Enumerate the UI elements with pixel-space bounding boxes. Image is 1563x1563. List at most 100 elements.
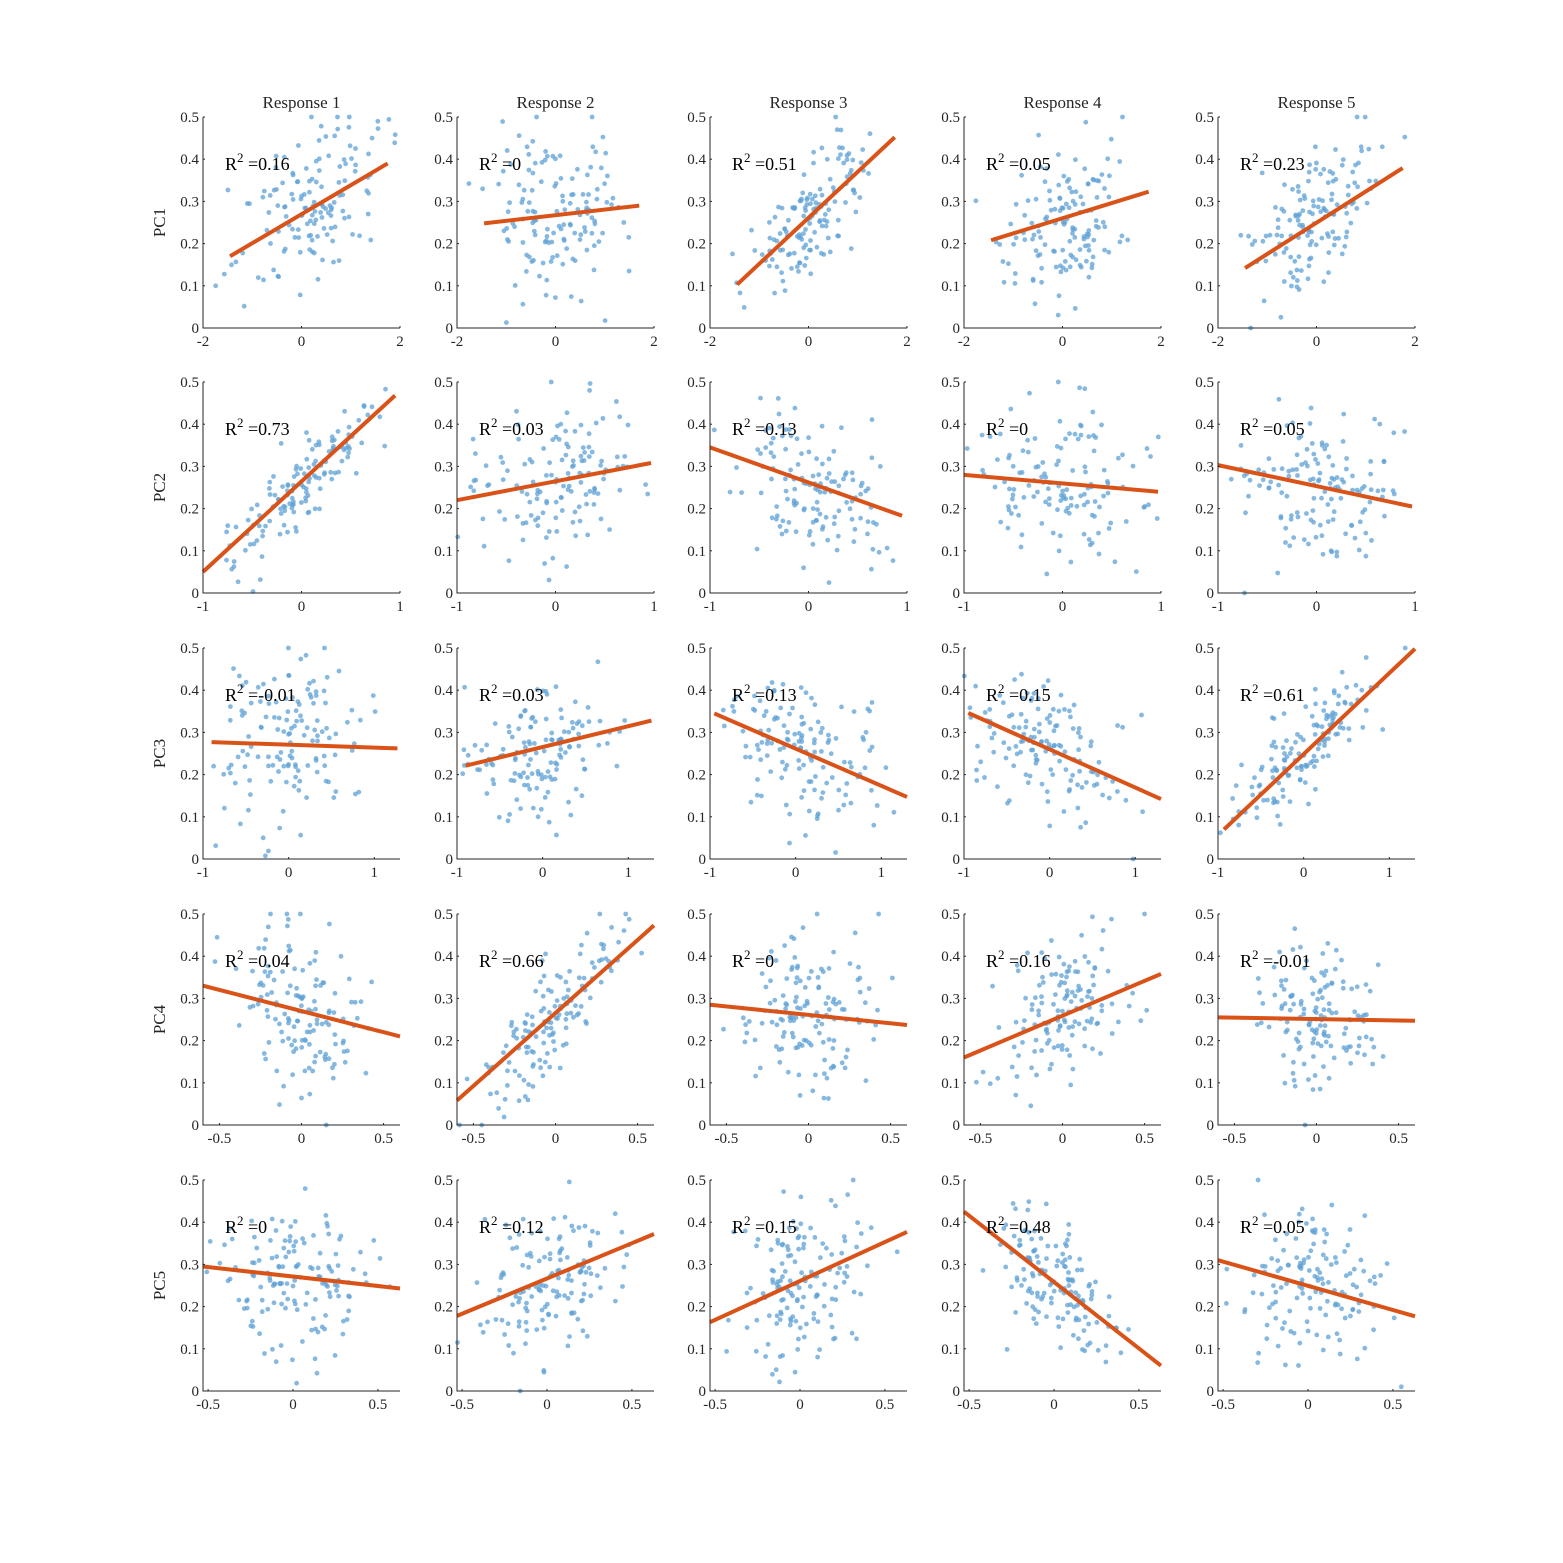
data-point	[763, 984, 769, 990]
data-point	[304, 456, 310, 462]
data-point	[290, 695, 295, 700]
x-tick-label: 0	[796, 1397, 804, 1413]
data-point	[291, 509, 297, 515]
data-point	[1120, 452, 1125, 458]
data-point	[1263, 258, 1269, 264]
data-point	[1025, 449, 1031, 455]
x-tick-label: -0.5	[1211, 1397, 1235, 1413]
data-point	[1279, 983, 1284, 989]
data-point	[780, 278, 786, 284]
y-tick-label: 0.4	[941, 1215, 960, 1231]
data-point	[1282, 1320, 1287, 1326]
data-point	[271, 977, 277, 983]
r-squared-annotation: R2 =0.51	[732, 150, 797, 174]
data-point	[280, 808, 286, 814]
data-point	[224, 557, 229, 563]
data-point	[339, 458, 345, 464]
data-point	[807, 191, 813, 197]
data-point	[567, 968, 572, 974]
x-tick-label: 0	[552, 599, 560, 615]
data-point	[1130, 990, 1135, 996]
data-point	[1074, 503, 1080, 509]
data-point	[1066, 205, 1072, 211]
x-tick-label: 0	[298, 599, 306, 615]
data-point	[1326, 1075, 1332, 1081]
y-tick-label: 0.5	[941, 375, 960, 391]
data-point	[766, 955, 772, 961]
data-point	[1312, 1073, 1318, 1078]
y-tick-label: 0.1	[180, 544, 199, 560]
data-point	[591, 502, 597, 507]
panel-pc5-response-2: 00.10.20.30.40.5-0.5 0 0.5R2 =0.12	[434, 1173, 655, 1413]
data-point	[799, 795, 804, 800]
data-point	[1106, 1294, 1112, 1300]
data-point	[1296, 1211, 1302, 1217]
x-tick-label: 1	[1386, 865, 1394, 881]
data-point	[1332, 711, 1338, 717]
data-point	[293, 525, 298, 530]
data-point	[520, 196, 526, 202]
x-tick-label: -2	[197, 334, 210, 350]
data-point	[540, 993, 546, 999]
data-point	[1048, 767, 1054, 772]
data-point	[554, 998, 560, 1003]
data-point	[1335, 1302, 1341, 1308]
data-point	[570, 725, 576, 731]
data-point	[1094, 1021, 1100, 1027]
data-point	[756, 747, 761, 752]
data-point	[1075, 969, 1081, 975]
data-point	[807, 247, 812, 253]
data-point	[810, 506, 816, 511]
data-point	[811, 149, 816, 155]
data-point	[255, 754, 261, 760]
data-point	[322, 470, 327, 476]
data-point	[806, 975, 812, 981]
data-point	[227, 1226, 232, 1231]
data-point	[1363, 553, 1369, 559]
data-point	[566, 729, 572, 735]
data-point	[865, 531, 870, 537]
data-point	[774, 1022, 780, 1028]
data-point	[1271, 467, 1277, 472]
data-point	[768, 450, 774, 456]
data-point	[1254, 1022, 1260, 1027]
data-point	[1330, 229, 1336, 235]
data-point	[622, 718, 628, 723]
data-point	[484, 742, 490, 748]
data-point	[567, 200, 573, 206]
data-point	[1322, 700, 1328, 706]
data-point	[815, 1018, 821, 1024]
data-point	[323, 1213, 329, 1218]
data-point	[596, 958, 602, 964]
data-point	[1297, 197, 1303, 203]
data-point	[788, 1252, 794, 1258]
y-tick-label: 0.5	[1195, 1173, 1214, 1189]
data-point	[563, 1041, 569, 1047]
data-point	[246, 807, 251, 813]
data-point	[1042, 955, 1048, 961]
data-point	[1344, 229, 1350, 235]
data-point	[1103, 1343, 1109, 1349]
column-title-response-4: Response 4	[1024, 93, 1102, 112]
r-squared-value: =-0.01	[244, 685, 296, 705]
data-point	[1047, 197, 1053, 203]
data-point	[1325, 180, 1331, 186]
data-point	[1036, 1008, 1041, 1014]
data-point	[996, 1025, 1002, 1030]
data-point	[505, 818, 511, 824]
data-point	[1292, 258, 1298, 264]
data-point	[538, 979, 543, 985]
data-point	[1368, 471, 1373, 477]
data-point	[1076, 730, 1081, 736]
data-point	[502, 1096, 508, 1102]
data-point	[1062, 1019, 1068, 1025]
data-point	[621, 220, 627, 225]
data-point	[793, 529, 799, 535]
data-point	[566, 799, 571, 805]
data-point	[1350, 487, 1355, 493]
data-point	[1343, 531, 1348, 537]
data-point	[1077, 262, 1083, 268]
data-point	[855, 1220, 860, 1226]
data-point	[311, 1028, 316, 1033]
panel-pc2-response-1: 00.10.20.30.40.5-1 0 1R2 =0.73	[180, 375, 404, 615]
